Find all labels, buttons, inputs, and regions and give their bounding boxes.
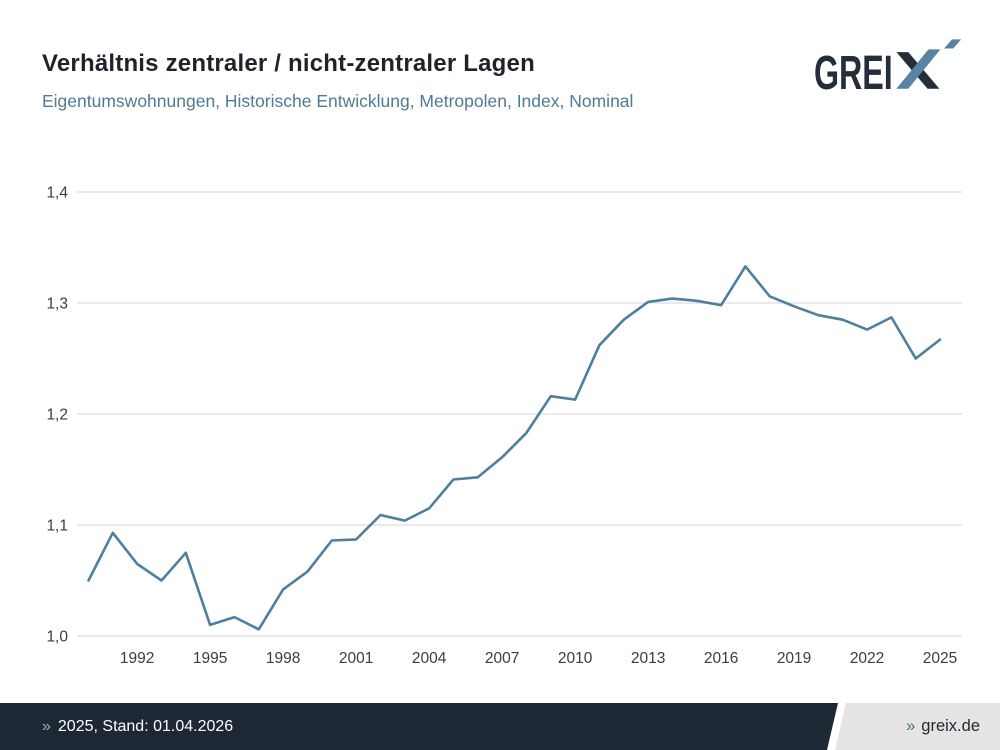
footer-website-link[interactable]: greix.de [921,717,980,735]
y-tick-label: 1,1 [46,518,68,535]
y-tick-label: 1,3 [46,296,68,313]
footer-right-panel: » greix.de [835,703,1000,750]
y-tick-label: 1,4 [46,185,68,202]
greix-logo: GREI [814,39,962,94]
page-title: Verhältnis zentraler / nicht-zentraler L… [42,50,535,77]
y-tick-label: 1,2 [46,407,68,424]
x-tick-label: 1995 [193,650,227,667]
line-chart: 1,0 1,1 1,2 1,3 1,4 1992 1995 1998 2001 2004 2007 2… [0,150,1000,690]
x-tick-label: 1998 [266,650,300,667]
page-subtitle: Eigentumswohnungen, Historische Entwickl… [42,91,634,111]
chevrons-icon: » [906,717,916,735]
x-tick-label: 2019 [777,650,811,667]
chevrons-icon: » [42,717,51,735]
footer-left-text: » 2025, Stand: 01.04.2026 [42,718,233,736]
x-tick-label: 2001 [339,650,373,667]
x-tick-label: 1992 [120,650,154,667]
footer-bar: » 2025, Stand: 01.04.2026 [0,703,838,750]
x-tick-label: 2004 [412,650,447,667]
logo-x-ascending-stroke [896,49,941,89]
series-line [87,265,942,631]
logo-apostrophe-tick [944,39,962,49]
chart-svg: 1,0 1,1 1,2 1,3 1,4 1992 1995 1998 2001 2004 2007 2… [46,185,962,667]
x-tick-label: 2016 [704,650,738,667]
logo-letters: GREI [814,46,893,94]
x-tick-label: 2022 [850,650,884,667]
x-tick-label: 2007 [485,650,519,667]
footer-stand-label: 2025, Stand: 01.04.2026 [57,717,234,735]
x-tick-label: 2025 [923,650,957,667]
x-tick-label: 2010 [558,650,593,667]
x-tick-label: 2013 [631,650,665,667]
y-tick-label: 1,0 [46,629,68,646]
